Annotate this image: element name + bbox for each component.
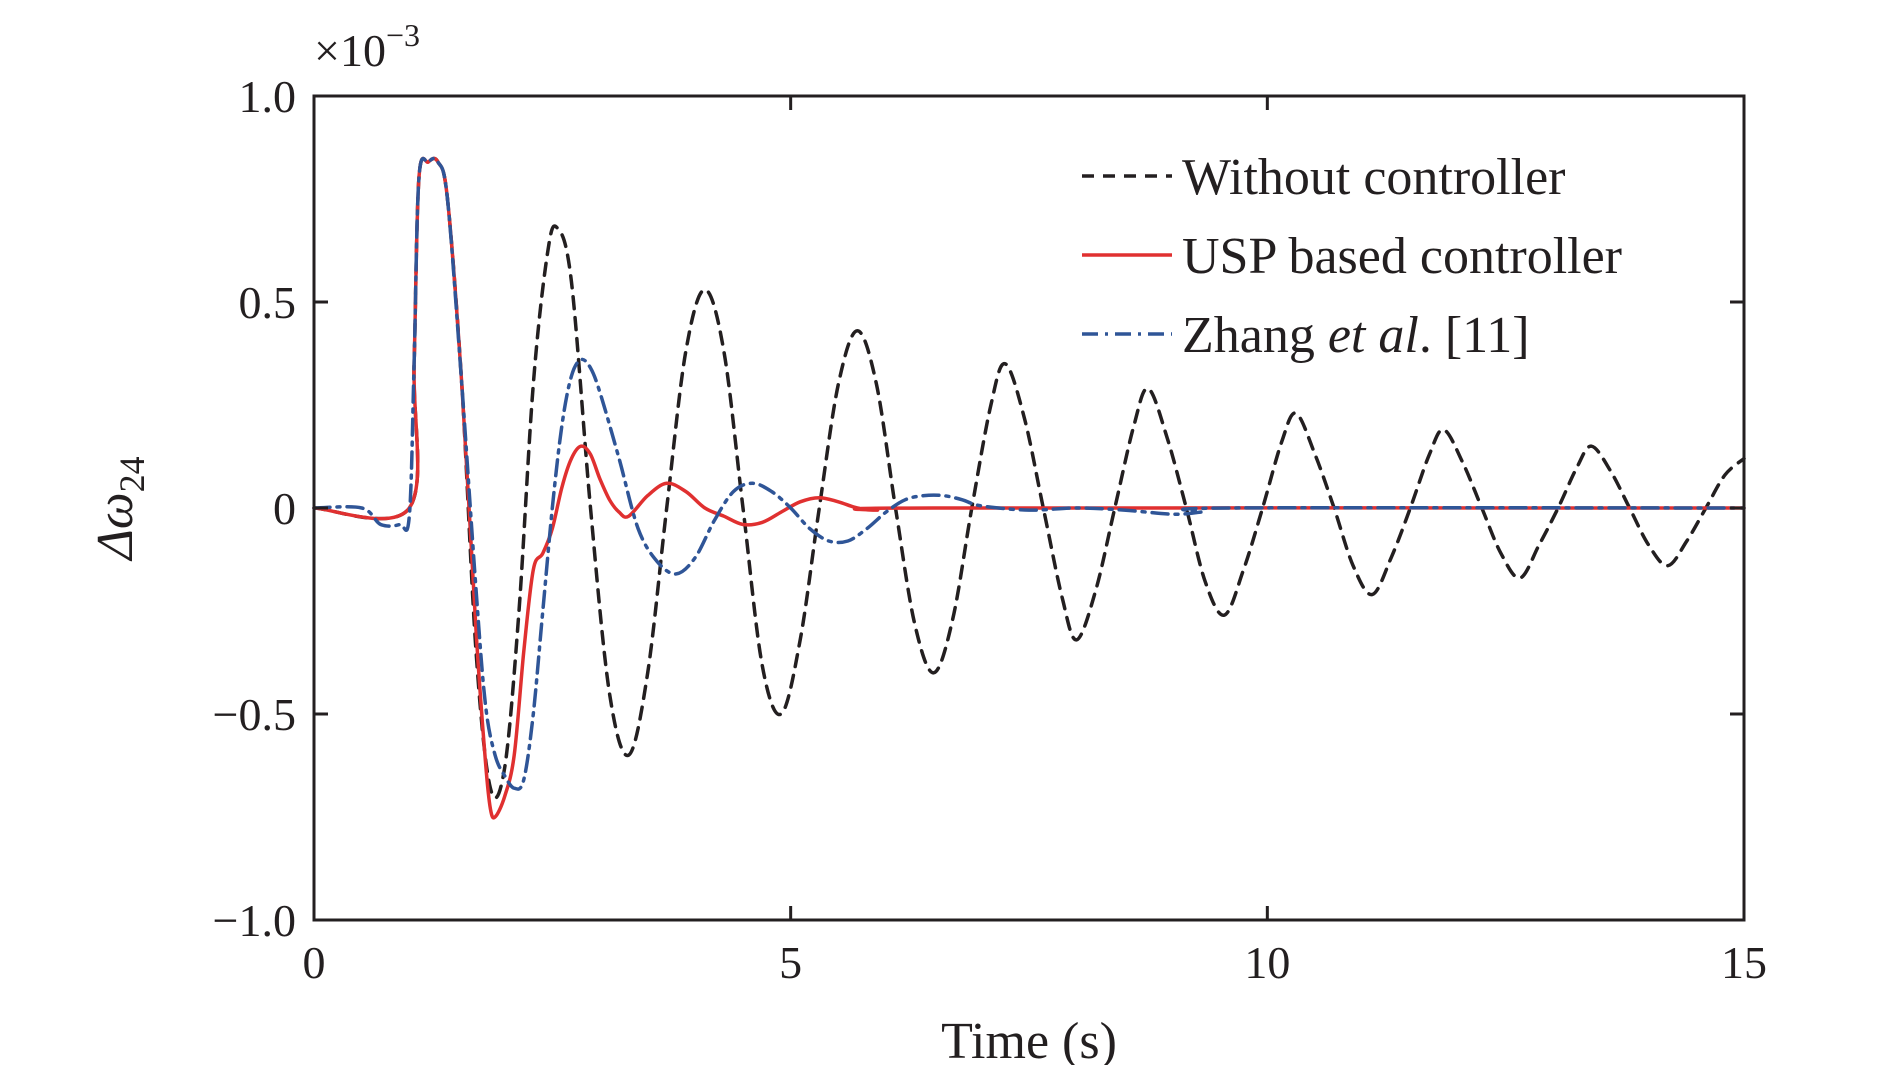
- x-axis-title: Time (s): [941, 1013, 1117, 1065]
- y-tick-label: −1.0: [213, 895, 296, 946]
- ticks-layer: 0 5 10 15 1.0 0.5 0 −0.5 −1.0: [213, 71, 1767, 988]
- y-tick-label: 0.5: [239, 277, 297, 328]
- y-tick-label: −0.5: [213, 689, 296, 740]
- y-tick-label: 0: [273, 483, 296, 534]
- y-multiplier: ×10−3: [314, 17, 420, 76]
- x-tick-label: 10: [1244, 937, 1290, 988]
- x-tick-label: 0: [303, 937, 326, 988]
- x-tick-label: 5: [779, 937, 802, 988]
- legend-label: USP based controller: [1182, 228, 1622, 285]
- series-line-3: [312, 156, 1746, 791]
- legend: Without controller USP based controller Zh…: [1082, 149, 1622, 364]
- y-axis-title: Δω24: [87, 456, 152, 561]
- legend-label: Without controller: [1182, 149, 1565, 206]
- legend-label: Zhang et al. [11]: [1182, 307, 1530, 364]
- x-tick-label: 15: [1721, 937, 1767, 988]
- series-layer: [312, 156, 1746, 820]
- y-tick-label: 1.0: [239, 71, 297, 122]
- series-line-1: [312, 156, 1746, 800]
